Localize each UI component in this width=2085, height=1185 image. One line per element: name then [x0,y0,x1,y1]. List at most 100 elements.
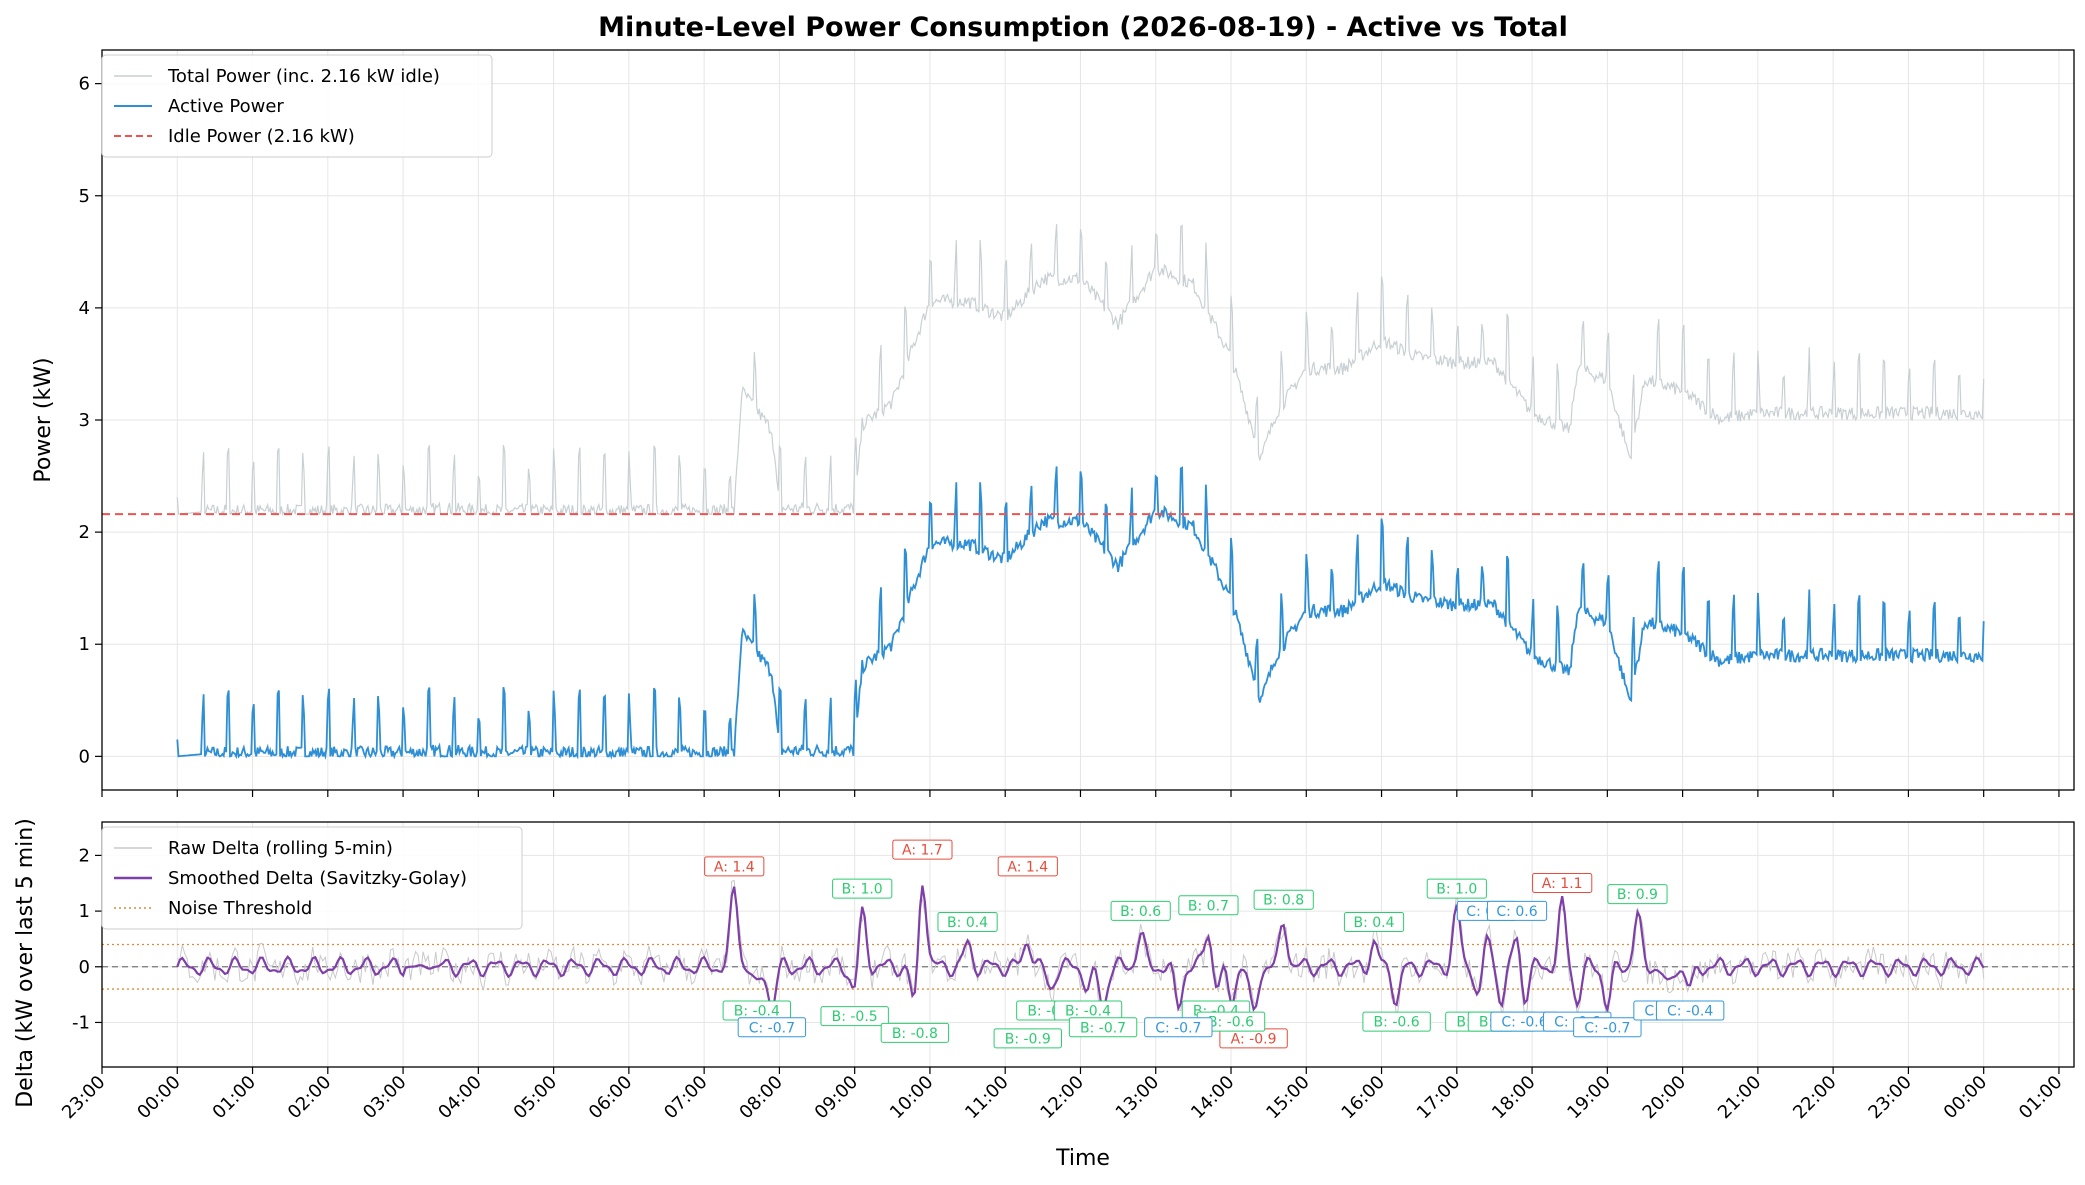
power-series [102,224,2074,760]
delta-annotation: B: 0.8 [1253,889,1314,910]
delta-series [102,879,2074,1023]
power-y-tick-label: 2 [79,522,90,543]
delta-annotation: B: 1.0 [1426,878,1487,899]
annotation-box [997,856,1058,877]
annotation-box [1362,1011,1431,1032]
power-y-tick-label: 3 [79,410,90,431]
delta-annotation: B: 0.4 [1343,912,1405,932]
annotation-box [832,878,893,899]
legend-noise-label: Noise Threshold [168,898,312,919]
power-y-axis-label: Power (kW) [31,357,56,482]
delta-annotation: B: -0.5 [820,1006,889,1027]
power-x-ticks [101,790,2060,797]
delta-annotation: B: -0.8 [880,1022,950,1043]
delta-annotation: C: -0.6 [1490,1011,1559,1032]
total-power-line [176,224,1985,517]
power-y-tick-label: 6 [79,74,90,95]
power-y-tick-label: 4 [79,298,90,319]
power-legend-box [101,54,493,158]
delta-annotation: B: -0.4 [1053,1000,1123,1021]
delta-annotation: B: -0.9 [993,1028,1062,1049]
delta-legend-box [101,826,523,930]
delta-annotation: A: 1.4 [704,856,765,877]
annotation-label: B: 0.4 [1353,915,1394,931]
active-power-line [176,466,1985,760]
legend-idle-label: Idle Power (2.16 kW) [168,126,355,147]
annotation-box [1655,1000,1725,1021]
annotation-label: B: -0.6 [1208,1015,1254,1031]
annotation-label: A: 1.4 [1007,859,1048,875]
delta-y-tick-label: 0 [79,957,90,978]
power-legend: Total Power (inc. 2.16 kW idle) Active P… [101,54,493,158]
delta-annotation: B: 0.7 [1178,895,1239,916]
power-y-tick-label: 1 [79,634,90,655]
annotation-label: B: -0.5 [832,1009,878,1025]
annotation-box [1144,1017,1213,1038]
annotation-label: B: 0.7 [1188,898,1229,914]
annotation-label: B: 0.8 [1263,893,1304,909]
annotation-box [892,839,953,860]
delta-annotations: A: 1.4 A: 1.7 A: 1.4 A: 1.1 A: -0.9 B: 1.0 B: … [704,839,1725,1049]
annotation-label: B: -0.9 [1005,1031,1051,1047]
annotation-label: B: -0.8 [892,1026,938,1042]
delta-y-tick-label: -1 [72,1012,90,1033]
annotation-label: C: -0.7 [749,1020,795,1036]
delta-legend: Raw Delta (rolling 5-min) Smoothed Delta… [101,826,523,930]
delta-annotation: A: 1.4 [997,856,1058,877]
delta-y-ticks: -1 0 1 2 [72,845,102,1033]
delta-annotation: B: 0.4 [937,912,998,932]
delta-annotation: B: -0.6 [1362,1011,1431,1032]
annotation-box [1110,900,1171,921]
power-grid [101,50,2074,790]
delta-annotation: C: 0.6 [1486,900,1548,921]
legend-active-label: Active Power [168,96,284,117]
annotation-label: A: 1.1 [1542,876,1583,892]
delta-annotation: C: -0.7 [1144,1017,1213,1038]
annotation-label: B: 0.9 [1617,887,1658,903]
delta-annotation: B: -0.6 [1196,1011,1266,1032]
delta-annotation: C: -0.7 [1573,1017,1642,1038]
annotation-box [1486,900,1548,921]
annotation-label: B: -0.7 [1080,1020,1126,1036]
annotation-label: C: -0.7 [1584,1020,1630,1036]
annotation-label: B: 0.6 [1120,904,1161,920]
delta-annotation: B: 0.6 [1110,900,1171,921]
power-panel: 0 1 2 3 4 5 6 Power (kW) Total Power (inc. 2.1… [31,49,2075,797]
annotation-box [1573,1017,1642,1038]
delta-x-axis-label: Time [1055,1146,1110,1171]
annotation-box [937,912,998,932]
annotation-label: B: 0.4 [947,915,988,931]
annotation-label: C: 0.6 [1496,904,1537,920]
annotation-label: A: 1.4 [714,859,755,875]
annotation-box [1532,873,1593,894]
annotation-box [737,1017,807,1038]
annotation-label: A: 1.7 [902,843,943,859]
power-y-ticks: 0 1 2 3 4 5 6 [79,74,102,767]
annotation-label: B: -0.4 [734,1004,780,1020]
annotation-box [1068,1017,1138,1038]
annotation-box [704,856,765,877]
annotation-label: B: 1.0 [1436,882,1477,898]
annotation-box [1253,889,1314,910]
delta-annotation: A: -0.9 [1219,1028,1288,1049]
annotation-label: C: -0.4 [1667,1004,1713,1020]
smoothed-delta-line [176,885,1985,1014]
annotation-box [820,1006,889,1027]
annotation-box [1426,878,1487,899]
delta-y-tick-label: 1 [79,901,90,922]
delta-annotation: B: -0.7 [1068,1017,1138,1038]
legend-smoothed-label: Smoothed Delta (Savitzky-Golay) [168,868,467,889]
annotation-box [880,1022,950,1043]
delta-annotation: C: -0.4 [1655,1000,1725,1021]
annotation-label: C: -0.6 [1501,1015,1547,1031]
figure-title: Minute-Level Power Consumption (2026-08-… [598,12,1568,43]
legend-total-label: Total Power (inc. 2.16 kW idle) [167,66,440,87]
delta-annotation: B: 1.0 [832,878,893,899]
annotation-label: B: -0.4 [1065,1004,1111,1020]
annotation-box [1607,884,1668,905]
delta-annotation: B: 0.9 [1607,884,1668,905]
delta-y-axis-label: Delta (kW over last 5 min) [13,818,38,1108]
power-y-tick-label: 0 [79,746,90,767]
annotation-box [1178,895,1239,916]
